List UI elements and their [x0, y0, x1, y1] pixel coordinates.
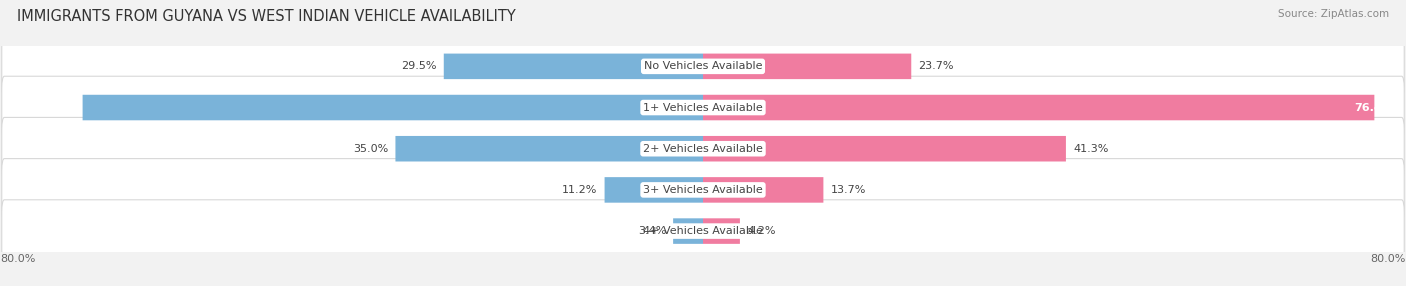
Text: 11.2%: 11.2% — [562, 185, 598, 195]
Text: 41.3%: 41.3% — [1073, 144, 1108, 154]
FancyBboxPatch shape — [605, 177, 703, 203]
Text: 80.0%: 80.0% — [0, 254, 35, 264]
FancyBboxPatch shape — [1, 159, 1405, 221]
Text: 4.2%: 4.2% — [747, 226, 776, 236]
FancyBboxPatch shape — [673, 218, 703, 244]
FancyBboxPatch shape — [703, 95, 1375, 120]
Text: IMMIGRANTS FROM GUYANA VS WEST INDIAN VEHICLE AVAILABILITY: IMMIGRANTS FROM GUYANA VS WEST INDIAN VE… — [17, 9, 516, 23]
Text: 1+ Vehicles Available: 1+ Vehicles Available — [643, 103, 763, 112]
FancyBboxPatch shape — [703, 53, 911, 79]
Text: 80.0%: 80.0% — [1371, 254, 1406, 264]
FancyBboxPatch shape — [703, 218, 740, 244]
Text: 35.0%: 35.0% — [353, 144, 388, 154]
FancyBboxPatch shape — [703, 136, 1066, 162]
FancyBboxPatch shape — [1, 76, 1405, 139]
Text: 70.6%: 70.6% — [13, 103, 52, 112]
FancyBboxPatch shape — [1, 35, 1405, 98]
FancyBboxPatch shape — [1, 118, 1405, 180]
Text: 2+ Vehicles Available: 2+ Vehicles Available — [643, 144, 763, 154]
FancyBboxPatch shape — [1, 200, 1405, 262]
Text: 3+ Vehicles Available: 3+ Vehicles Available — [643, 185, 763, 195]
Text: 13.7%: 13.7% — [831, 185, 866, 195]
Text: 29.5%: 29.5% — [401, 61, 437, 71]
Text: 4+ Vehicles Available: 4+ Vehicles Available — [643, 226, 763, 236]
FancyBboxPatch shape — [83, 95, 703, 120]
Text: No Vehicles Available: No Vehicles Available — [644, 61, 762, 71]
FancyBboxPatch shape — [444, 53, 703, 79]
FancyBboxPatch shape — [703, 177, 824, 203]
Text: 3.4%: 3.4% — [638, 226, 666, 236]
FancyBboxPatch shape — [395, 136, 703, 162]
Text: 76.4%: 76.4% — [1354, 103, 1393, 112]
Text: Source: ZipAtlas.com: Source: ZipAtlas.com — [1278, 9, 1389, 19]
Text: 23.7%: 23.7% — [918, 61, 953, 71]
